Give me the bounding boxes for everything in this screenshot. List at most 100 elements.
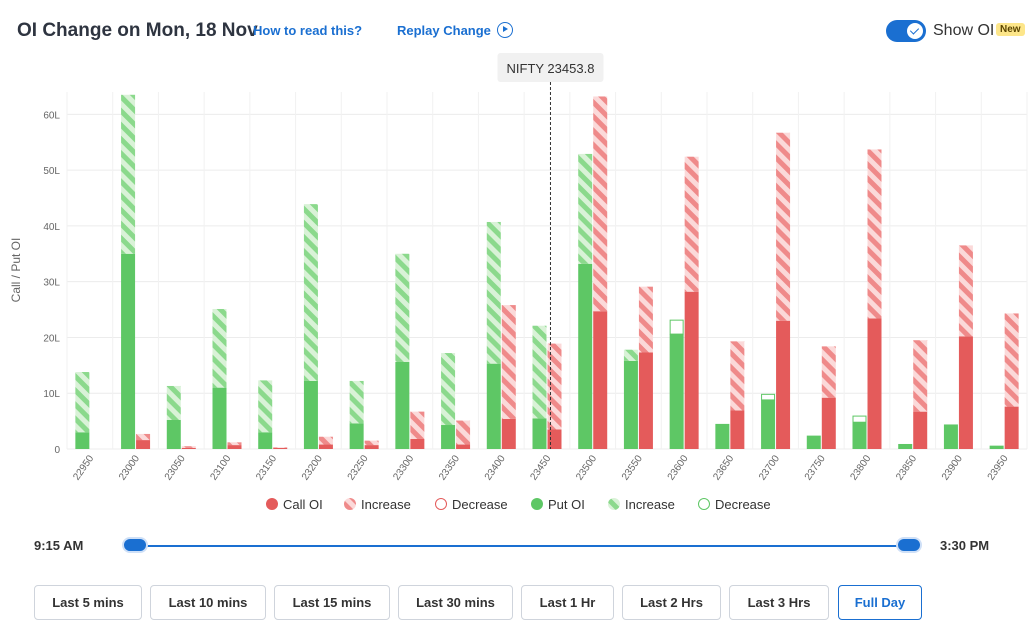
call-oi-bar [1004,406,1019,449]
spot-label-box [497,53,604,82]
range-button-last-3-hrs[interactable]: Last 3 Hrs [729,585,829,620]
put-decrease-bar [761,393,776,401]
call-decrease-legend-swatch [435,498,447,510]
call-oi-bar [410,438,425,449]
x-tick-label: 23100 [208,453,233,482]
y-tick-label: 40L [43,222,60,233]
slider-start-handle[interactable] [122,537,148,553]
play-circle-icon[interactable] [497,22,513,38]
call-increase-bar [913,340,928,412]
range-button-last-15-mins[interactable]: Last 15 mins [274,585,390,620]
put-decrease-bar [669,319,684,335]
time-slider: 9:15 AM 3:30 PM [0,530,1034,560]
call-increase-bar [1004,313,1019,407]
call-oi-bar [730,410,745,449]
put-oi-bar [989,445,1004,449]
put-oi-bar [898,443,913,449]
x-tick-label: 23650 [711,453,736,482]
call-oi-bar [456,444,471,449]
legend-label: Call OI [283,497,323,512]
put-oi-bar [532,418,547,449]
call-increase-bar [501,305,516,419]
put-oi-bar [623,360,638,449]
call-increase-bar [547,343,562,430]
y-tick-label: 30L [43,278,60,289]
new-badge: New [996,23,1025,36]
put-oi-bar [806,435,821,449]
put-decrease-legend-swatch [698,498,710,510]
put-oi-bar [486,363,501,449]
put-increase-bar [212,308,227,388]
put-increase-bar [258,380,273,433]
call-oi-bar [867,318,882,449]
put-oi-bar [669,334,684,449]
put-increase-bar [121,94,136,254]
range-button-full-day[interactable]: Full Day [838,585,922,620]
put-increase-bar [166,385,181,420]
x-tick-label: 23400 [483,453,508,482]
range-buttons: Last 5 mins Last 10 mins Last 15 mins La… [0,585,1034,621]
x-tick-label: 23350 [437,453,462,482]
put-oi-bar [349,423,364,449]
range-button-last-30-mins[interactable]: Last 30 mins [398,585,513,620]
call-oi-bar [227,445,242,449]
call-increase-bar [318,436,333,445]
call-increase-bar [181,446,196,448]
chart-grid [66,92,1028,450]
call-increase-bar [821,346,836,398]
put-oi-bar [761,399,776,449]
range-button-last-2-hrs[interactable]: Last 2 Hrs [622,585,721,620]
put-oi-bar [121,253,136,449]
call-oi-bar [547,429,562,449]
replay-change-link[interactable]: Replay Change [397,23,491,38]
put-oi-bar [212,387,227,449]
x-tick-label: 23450 [528,453,553,482]
put-increase-legend-swatch [608,498,620,510]
put-oi-bar [578,263,593,449]
check-icon [907,23,923,39]
x-tick-label: 23000 [117,453,142,482]
x-tick-label: 23750 [803,453,828,482]
call-increase-bar [867,149,882,319]
how-to-read-link[interactable]: How to read this? [253,23,363,38]
legend-label: Put OI [548,497,585,512]
y-tick-label: 50L [43,166,60,177]
y-axis-ticks: 0 10L 20L 30L 40L 50L 60L [43,110,60,456]
put-oi-legend-swatch [531,498,543,510]
put-increase-bar [486,221,501,364]
range-button-last-1-hr[interactable]: Last 1 Hr [521,585,614,620]
call-increase-bar [410,411,425,439]
call-oi-bar [684,291,699,449]
put-oi-bar [75,432,90,449]
x-tick-label: 23600 [666,453,691,482]
show-oi-label: Show OI [933,22,995,39]
call-oi-bar [364,445,379,449]
legend-label: Increase [361,497,411,512]
slider-track[interactable] [135,545,909,547]
put-increase-bar [532,325,547,419]
put-oi-bar [441,425,456,449]
x-tick-label: 23300 [391,453,416,482]
put-oi-bar [715,423,730,449]
range-button-last-10-mins[interactable]: Last 10 mins [150,585,266,620]
chart-legend: Call OI Increase Decrease Put OI Increase Dec… [266,497,771,512]
put-oi-bar [943,424,958,449]
x-tick-label: 23950 [986,453,1011,482]
call-oi-bar [958,336,973,449]
slider-end-handle[interactable] [896,537,922,553]
x-tick-label: 23050 [163,453,188,482]
y-tick-label: 20L [43,333,60,344]
bars [75,94,1019,449]
put-increase-bar [303,204,318,381]
x-tick-label: 23850 [894,453,919,482]
page-title: OI Change on Mon, 18 Nov [17,20,258,41]
range-button-last-5-mins[interactable]: Last 5 mins [34,585,142,620]
show-oi-toggle[interactable] [886,20,926,42]
call-oi-bar [913,411,928,449]
x-axis-ticks: 22950 23000 23050 23100 23150 23200 23250 23300… [71,453,1010,482]
spot-marker: NIFTY 23453.8 [497,53,604,449]
y-tick-label: 0 [54,445,60,456]
call-oi-bar [776,320,791,449]
call-oi-bar [593,311,608,449]
legend-label: Increase [625,497,675,512]
